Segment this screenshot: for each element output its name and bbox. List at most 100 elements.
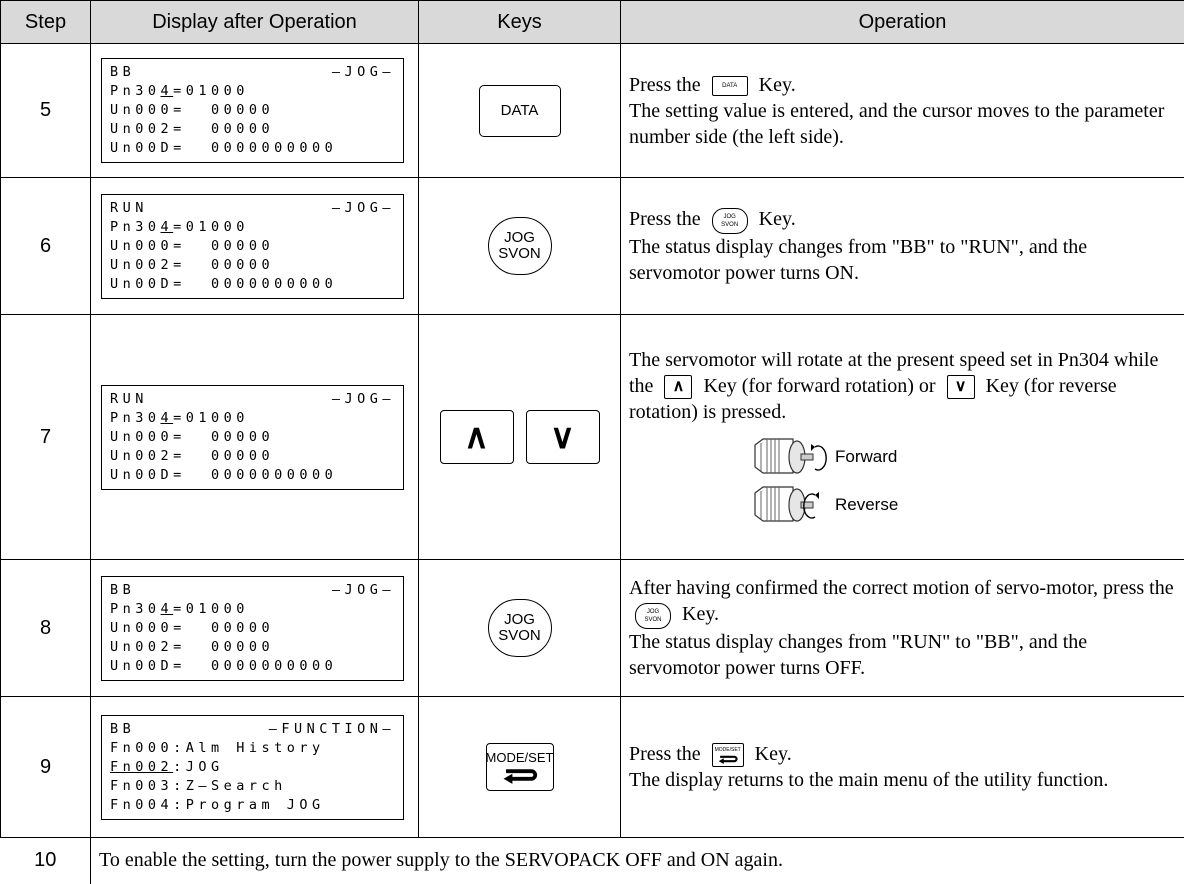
lcd-text: Fn000:Alm History: [110, 739, 325, 756]
operation-text: After having confirmed the correct motio…: [629, 575, 1176, 629]
inline-key-label: DATA: [722, 82, 738, 89]
lcd-mode: –JOG–: [331, 64, 395, 80]
lcd-text: Pn30: [110, 218, 161, 235]
lcd-text: =01000: [173, 83, 249, 99]
rotation-item: Forward: [749, 435, 1176, 479]
operation-text: Press the DATA Key.: [629, 72, 1176, 98]
inline-key-label: MODE/SET: [714, 747, 741, 754]
step-number: 8: [0, 559, 91, 697]
lcd-text: 4: [160, 600, 174, 617]
text: Press the: [629, 73, 701, 96]
lcd-mode: –FUNCTION–: [268, 720, 395, 737]
lcd-text: 4: [160, 83, 174, 99]
operation-text: The setting value is entered, and the cu…: [629, 98, 1176, 150]
lcd-mode: –JOG–: [331, 390, 395, 407]
lcd-text: Un00D= 0000000000: [110, 140, 338, 156]
operation-text: The status display changes from "RUN" to…: [629, 629, 1176, 681]
lcd-text: =01000: [173, 600, 249, 617]
lcd-text: Pn30: [110, 600, 161, 617]
key-button: JOG SVON: [487, 217, 552, 275]
lcd-text: Un000= 00000: [110, 237, 275, 254]
lcd-line: Un00D= 0000000000: [110, 466, 395, 485]
lcd-line: Un002= 00000: [110, 447, 395, 466]
lcd-display: RUN –JOG– Pn304=01000 Un000= 00000 Un002= 00…: [101, 193, 404, 299]
key-button: MODE/SET: [485, 743, 554, 791]
lcd-status: BB: [110, 581, 136, 598]
lcd-line: Fn002:JOG: [110, 758, 395, 777]
lcd-text: Un00D= 0000000000: [110, 657, 338, 674]
display-cell: BB –FUNCTION– Fn000:Alm History Fn002:JOG Fn…: [90, 696, 419, 838]
lcd-mode: –JOG–: [331, 199, 395, 216]
text: Key.: [682, 603, 720, 626]
keys-cell: JOG SVON: [418, 559, 621, 697]
inline-key-icon: ∧: [664, 375, 693, 400]
lcd-line: Un000= 00000: [110, 237, 395, 256]
key-button: ∨: [525, 410, 600, 464]
text: Key.: [758, 73, 796, 96]
display-cell: RUN –JOG– Pn304=01000 Un000= 00000 Un002= 00…: [90, 314, 419, 560]
keys-cell: DATA: [418, 43, 621, 178]
operation-cell: Press the MODE/SET Key. The display retu…: [620, 696, 1184, 838]
column-header: Keys: [418, 0, 621, 44]
lcd-status-line: RUN –JOG–: [110, 390, 395, 409]
rotation-label: Forward: [835, 447, 898, 467]
keys-cell: JOG SVON: [418, 177, 621, 315]
footer-text: To enable the setting, turn the power su…: [90, 837, 1184, 884]
lcd-display: BB –JOG– Pn304=01000 Un000= 00000 Un002= 000…: [101, 575, 404, 681]
lcd-text: Un000= 00000: [110, 428, 275, 445]
lcd-display: BB –JOG– Pn304=01000 Un000= 00000 Un002= 000…: [101, 58, 404, 163]
lcd-text: 4: [160, 218, 174, 235]
rotation-figure: Forward Reverse: [749, 435, 1176, 527]
key-label: JOG: [504, 611, 535, 628]
lcd-text: 4: [160, 409, 174, 426]
key-label: SVON: [498, 245, 541, 262]
header-row: Step Display after Operation Keys Operation: [0, 0, 1184, 44]
operation-cell: The servomotor will rotate at the presen…: [620, 314, 1184, 560]
text: The status display changes from "RUN" to…: [629, 630, 1088, 679]
text: The setting value is entered, and the cu…: [629, 99, 1165, 148]
inline-key-icon: MODE/SET: [711, 743, 744, 768]
column-header: Display after Operation: [90, 0, 419, 44]
lcd-status-line: BB –JOG–: [110, 63, 395, 82]
key-label: SVON: [498, 627, 541, 644]
operation-cell: After having confirmed the correct motio…: [620, 559, 1184, 697]
inline-key-label: ∧: [672, 378, 685, 396]
text: Key (for forward rotation) or: [703, 374, 936, 397]
return-arrow-icon: [503, 769, 537, 784]
lcd-line: Un000= 00000: [110, 428, 395, 447]
return-arrow-icon: [718, 755, 738, 765]
step-number: 7: [0, 314, 91, 560]
lcd-line: Un000= 00000: [110, 619, 395, 638]
step-number: 10: [0, 837, 91, 884]
column-header: Step: [0, 0, 91, 44]
operation-text: The status display changes from "BB" to …: [629, 234, 1176, 286]
step-row: 9 BB –FUNCTION– Fn000:Alm History Fn002:JOG F…: [0, 696, 1184, 838]
lcd-text: :JOG: [173, 758, 224, 775]
lcd-text: Pn30: [110, 409, 161, 426]
table-body: 5 BB –JOG– Pn304=01000 Un000= 00000 Un002= 00…: [0, 43, 1184, 884]
lcd-text: Un002= 00000: [110, 121, 275, 137]
lcd-display: RUN –JOG– Pn304=01000 Un000= 00000 Un002= 00…: [101, 384, 404, 490]
lcd-text: Fn004:Program JOG: [110, 796, 325, 813]
key-label: ∧: [464, 418, 489, 456]
lcd-text: Un000= 00000: [110, 619, 275, 636]
step-row: 5 BB –JOG– Pn304=01000 Un000= 00000 Un002= 00…: [0, 43, 1184, 178]
operation-cell: Press the DATA Key. The setting value is…: [620, 43, 1184, 178]
lcd-status-line: BB –FUNCTION–: [110, 720, 395, 739]
lcd-line: Un00D= 0000000000: [110, 657, 395, 676]
key-button: ∧: [439, 410, 514, 464]
text: Key (for reverse rotation) is pressed.: [629, 374, 1117, 424]
step-number: 6: [0, 177, 91, 315]
lcd-line: Pn304=01000: [110, 600, 395, 619]
display-cell: BB –JOG– Pn304=01000 Un000= 00000 Un002= 000…: [90, 43, 419, 178]
step-row: 6 RUN –JOG– Pn304=01000 Un000= 00000 Un002= 0…: [0, 177, 1184, 315]
rotation-item: Reverse: [749, 483, 1176, 527]
text: The servomotor will rotate at the presen…: [629, 348, 1159, 397]
lcd-text: Fn002: [110, 758, 174, 775]
keys-cell: ∧ ∨: [418, 314, 621, 560]
text: Press the: [629, 742, 701, 765]
inline-key-icon: DATA: [711, 75, 748, 96]
lcd-line: Fn000:Alm History: [110, 739, 395, 758]
